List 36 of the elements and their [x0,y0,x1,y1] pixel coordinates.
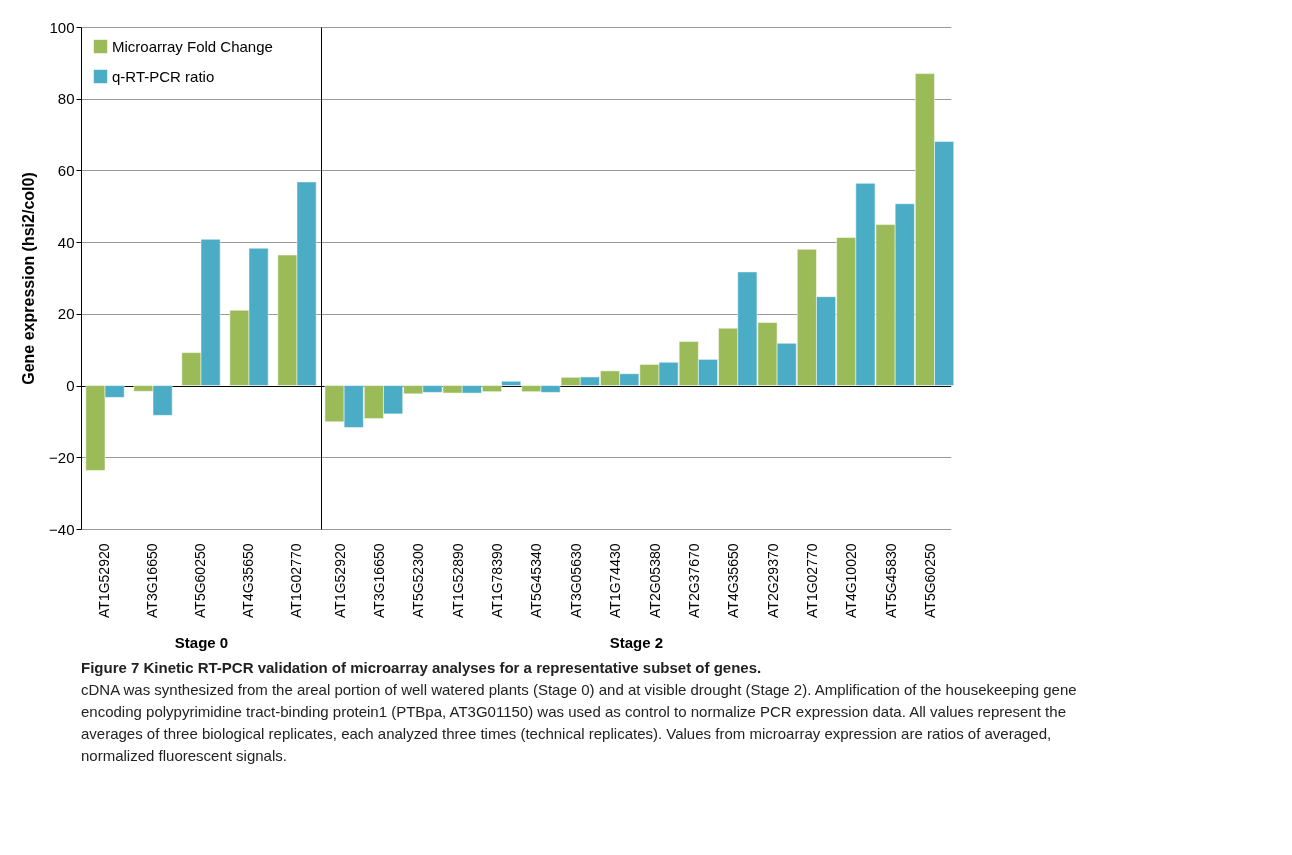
y-tick-label: −20 [49,448,75,466]
y-axis-title: Gene expression (hsi2/col0) [20,172,38,385]
x-tick-label: AT1G78390 [489,543,506,618]
x-tick-label: AT3G05630 [567,543,584,618]
y-tick-label: 60 [57,161,75,179]
x-tick-label: AT5G52300 [410,543,427,618]
x-axis-title: Stage 0 [174,633,229,651]
x-tick-label: AT1G02770 [804,543,820,618]
x-tick-label: AT5G60250 [192,543,208,618]
text: cDNA was synthesized from the areal portion of well watered plants (Stage 0) and at visible drought (Stage 2). Amplification of the housekeeping gene encoding polypyrimidine tract-binding protein1 (PTBpa, AT3G01150) was used as control to normalize PCR expression data. All values represent the averages of three biological replicates, each analyzed three times (technical replicates). Values from microarray expression are ratios of averaged, normalized fluorescent signals. [81,681,1077,764]
y-tick-label: 100 [49,18,75,36]
x-tick-label: AT1G74430 [607,543,624,618]
caption: Figure 7 Kinetic RT-PCR validation of microarray analyses for a representative subset of genes. [81,659,762,676]
x-tick-label: AT5G45830 [882,543,899,618]
x-tick-label: AT1G52920 [331,543,348,618]
x-tick-label: AT1G02770 [288,543,304,618]
x-tick-label: AT4G10020 [843,543,860,618]
legend-label: q-RT-PCR ratio [112,67,215,85]
x-tick-label: AT5G60250 [922,543,939,618]
x-tick-label: AT3G16650 [371,543,388,618]
legend-label: Microarray Fold Change [112,37,273,55]
x-tick-label: AT1G52890 [449,543,466,618]
y-tick-label: 80 [57,90,75,108]
x-tick-label: AT4G35650 [240,543,256,618]
y-tick-label: 0 [66,377,75,395]
x-tick-label: AT4G35650 [725,543,742,618]
x-tick-label: AT2G05380 [646,543,663,618]
y-tick-label: 20 [57,305,75,323]
x-tick-label: AT5G45340 [528,543,545,618]
x-tick-label: AT3G16650 [144,543,160,618]
x-tick-label: AT2G29370 [764,543,781,618]
x-axis-title: Stage 2 [609,633,664,651]
x-tick-label: AT1G52920 [96,543,112,618]
y-tick-label: −40 [49,520,75,538]
x-tick-label: AT2G37670 [685,543,702,618]
y-tick-label: 40 [57,233,75,251]
